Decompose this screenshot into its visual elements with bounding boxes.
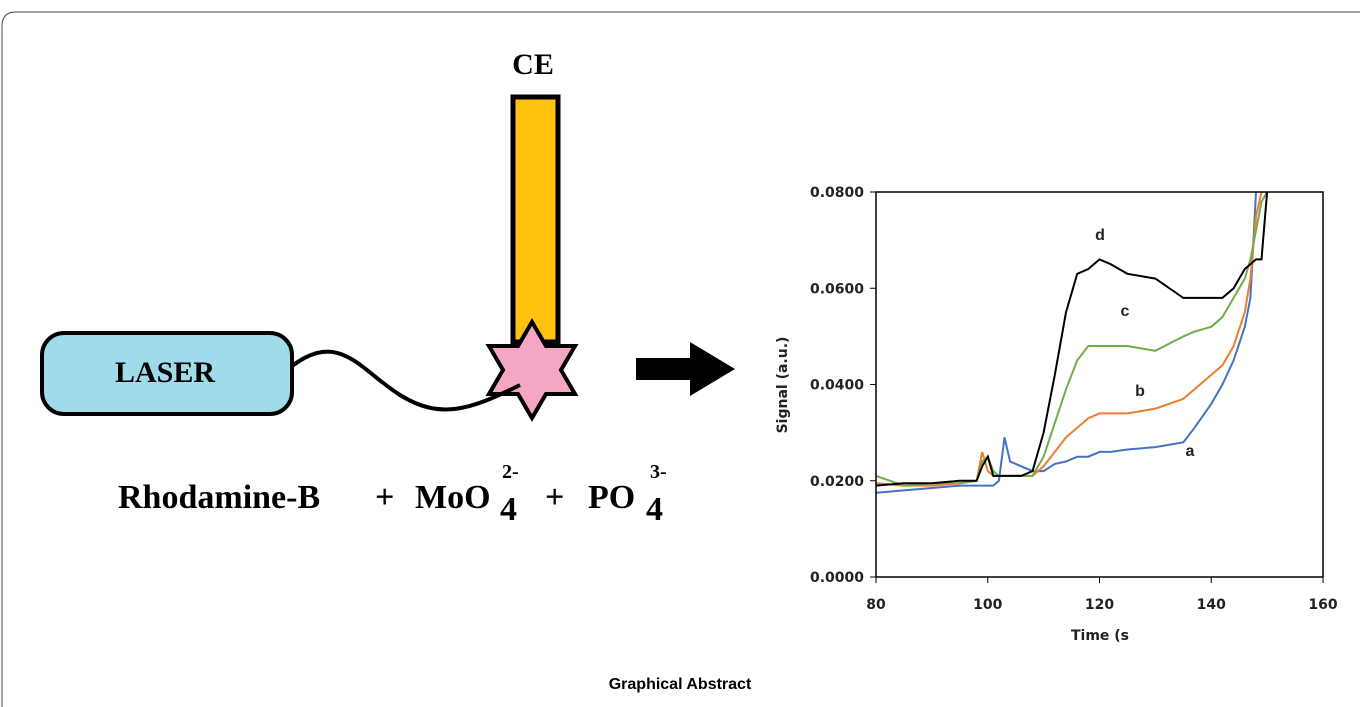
arrow	[636, 342, 735, 396]
x-tick-label: 80	[866, 597, 886, 613]
series-line	[876, 191, 1269, 487]
y-axis-title: Signal (a.u.)	[775, 337, 791, 434]
frame	[1, 11, 1360, 707]
reaction: Rhodamine-B + MoO 4 2- + PO 4 3-	[118, 449, 672, 528]
series-label: c	[1121, 303, 1130, 320]
ce-capillary	[510, 94, 561, 345]
laser-label: LASER	[115, 356, 215, 389]
y-tick-label: 0.0400	[810, 378, 864, 394]
plot-frame	[875, 191, 1324, 578]
plus: +	[375, 479, 394, 516]
y-tick-label: 0.0600	[810, 281, 864, 297]
series-line	[876, 191, 1263, 487]
plus: +	[545, 479, 564, 516]
superscript: 3-	[650, 461, 667, 483]
x-tick-label: 100	[973, 597, 1002, 613]
series-label: b	[1135, 383, 1145, 400]
subscript: 4	[500, 491, 517, 528]
series-label: d	[1095, 227, 1105, 244]
y-tick-label: 0.0000	[810, 570, 864, 586]
x-axis-title: Time (s	[1071, 628, 1129, 644]
series-line	[876, 191, 1268, 487]
y-tick-label: 0.0200	[810, 474, 864, 490]
y-tick-label: 0.0800	[810, 185, 864, 201]
caption: Graphical Abstract	[609, 676, 752, 693]
reagent: PO	[588, 479, 635, 516]
x-tick-label: 140	[1197, 597, 1226, 613]
detection-star	[485, 318, 579, 422]
series-label: a	[1186, 443, 1195, 460]
optical-fiber	[290, 349, 521, 412]
x-tick-label: 120	[1085, 597, 1114, 613]
subscript: 4	[646, 491, 663, 528]
superscript: 2-	[502, 461, 519, 483]
reagent: MoO	[415, 479, 491, 516]
series-line	[876, 191, 1257, 494]
ce-label: CE	[512, 48, 554, 81]
x-tick-label: 160	[1308, 597, 1337, 613]
reagent: Rhodamine-B	[118, 479, 320, 516]
laser-box	[40, 331, 294, 416]
